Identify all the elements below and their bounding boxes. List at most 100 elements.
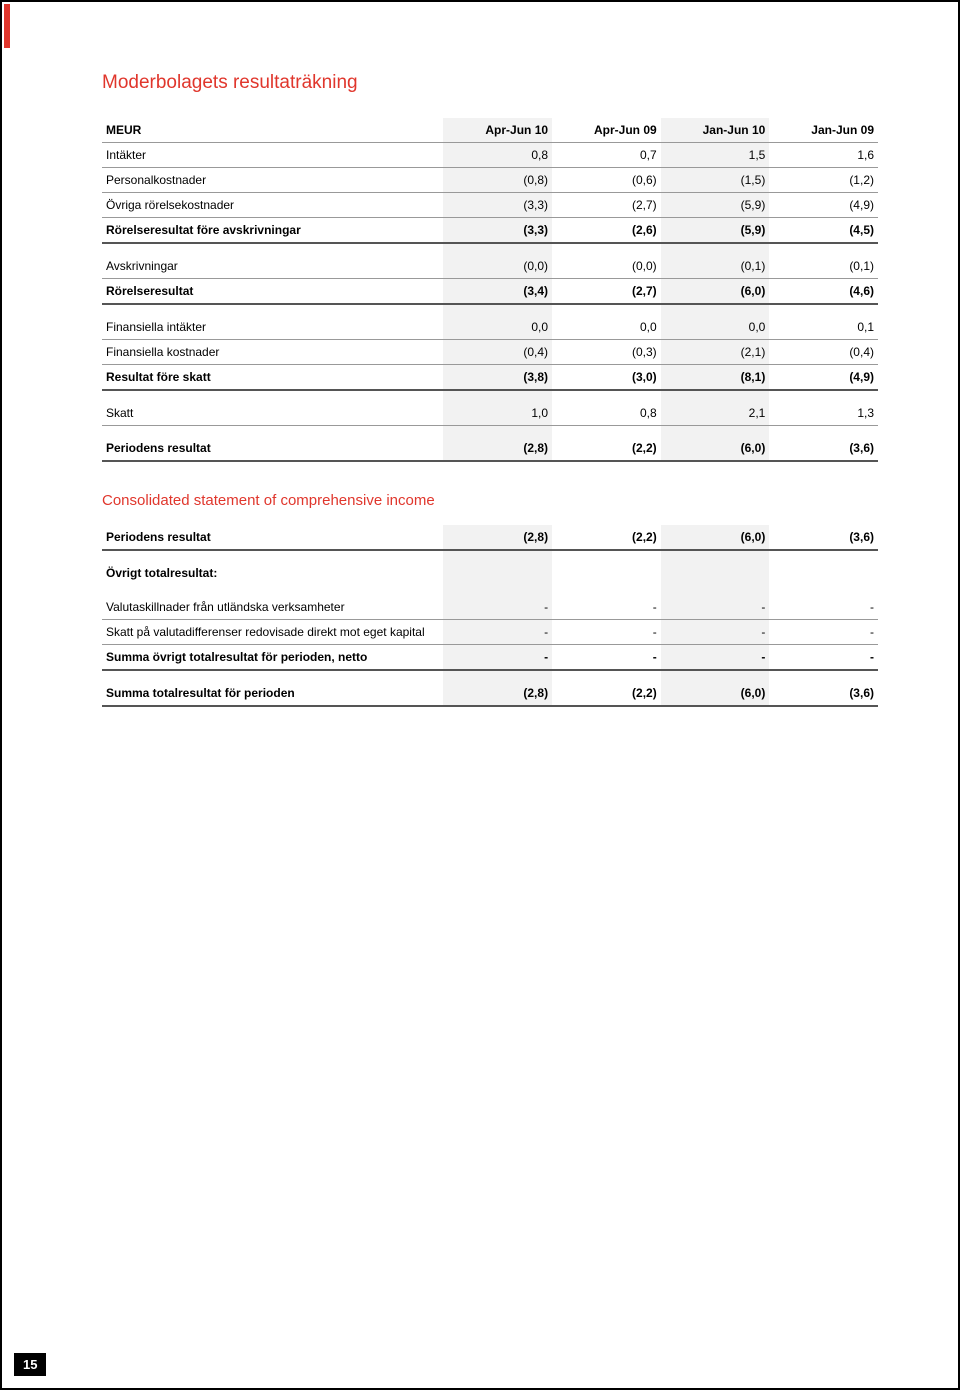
table-row: Övriga rörelsekostnader(3,3)(2,7)(5,9)(4… [102, 193, 878, 218]
row-value: 1,0 [443, 401, 552, 426]
row-value [769, 585, 878, 595]
table-row: Summa övrigt totalresultat för perioden,… [102, 645, 878, 671]
table-row [102, 390, 878, 401]
col-label: MEUR [102, 118, 443, 143]
table-row: Avskrivningar(0,0)(0,0)(0,1)(0,1) [102, 254, 878, 279]
row-value [769, 243, 878, 254]
row-value [552, 550, 661, 561]
row-label [102, 390, 443, 401]
row-value: (2,7) [552, 193, 661, 218]
row-value: (2,2) [552, 681, 661, 706]
row-value: (4,9) [769, 193, 878, 218]
row-label: Periodens resultat [102, 436, 443, 461]
row-value: (0,4) [443, 340, 552, 365]
row-value: - [552, 595, 661, 620]
row-value: (1,2) [769, 168, 878, 193]
row-value: (6,0) [661, 681, 770, 706]
row-value [443, 426, 552, 437]
row-value: (4,5) [769, 218, 878, 244]
row-value: (2,8) [443, 436, 552, 461]
row-value [443, 390, 552, 401]
table-row [102, 585, 878, 595]
row-value: - [769, 595, 878, 620]
row-label: Rörelseresultat före avskrivningar [102, 218, 443, 244]
row-value [769, 670, 878, 681]
table-row: Periodens resultat(2,8)(2,2)(6,0)(3,6) [102, 525, 878, 550]
income-statement-table: MEUR Apr-Jun 10 Apr-Jun 09 Jan-Jun 10 Ja… [102, 118, 878, 462]
row-value [769, 426, 878, 437]
row-value: 0,8 [443, 143, 552, 168]
row-label: Rörelseresultat [102, 279, 443, 305]
row-value: - [443, 595, 552, 620]
row-value [661, 304, 770, 315]
row-label [102, 243, 443, 254]
row-value: (6,0) [661, 525, 770, 550]
row-label: Avskrivningar [102, 254, 443, 279]
row-value: (5,9) [661, 193, 770, 218]
row-value: (3,3) [443, 218, 552, 244]
row-value: 2,1 [661, 401, 770, 426]
row-value: 0,0 [552, 315, 661, 340]
row-value: - [661, 620, 770, 645]
row-value: (2,2) [552, 436, 661, 461]
row-value [769, 390, 878, 401]
row-value: (3,6) [769, 525, 878, 550]
row-label: Övriga rörelsekostnader [102, 193, 443, 218]
row-value: (2,8) [443, 525, 552, 550]
row-value [443, 243, 552, 254]
row-value: (3,8) [443, 365, 552, 391]
row-value: 1,6 [769, 143, 878, 168]
row-value [552, 585, 661, 595]
row-label: Finansiella intäkter [102, 315, 443, 340]
row-label: Skatt på valutadifferenser redovisade di… [102, 620, 443, 645]
row-value: (0,4) [769, 340, 878, 365]
side-stripe [4, 4, 10, 48]
row-value: 0,7 [552, 143, 661, 168]
table-row: Rörelseresultat före avskrivningar(3,3)(… [102, 218, 878, 244]
row-value: 1,3 [769, 401, 878, 426]
table-row [102, 304, 878, 315]
row-label [102, 304, 443, 315]
title-1: Moderbolagets resultaträkning [102, 72, 878, 94]
row-value: - [661, 645, 770, 671]
row-value: (3,3) [443, 193, 552, 218]
row-value: (0,0) [443, 254, 552, 279]
row-value: - [769, 645, 878, 671]
row-value: (2,1) [661, 340, 770, 365]
row-value: (8,1) [661, 365, 770, 391]
row-value: 0,0 [661, 315, 770, 340]
table-row [102, 243, 878, 254]
row-value [661, 426, 770, 437]
row-value: (2,8) [443, 681, 552, 706]
col-janjun10: Jan-Jun 10 [661, 118, 770, 143]
table-row: Summa totalresultat för perioden(2,8)(2,… [102, 681, 878, 706]
row-value: 0,1 [769, 315, 878, 340]
row-value: - [443, 620, 552, 645]
table-row: Finansiella intäkter0,00,00,00,1 [102, 315, 878, 340]
title-2: Consolidated statement of comprehensive … [102, 492, 878, 509]
col-janjun09: Jan-Jun 09 [769, 118, 878, 143]
row-label: Övrigt totalresultat: [102, 561, 443, 585]
row-value [552, 426, 661, 437]
row-value: (3,4) [443, 279, 552, 305]
row-value [443, 585, 552, 595]
page: Moderbolagets resultaträkning MEUR Apr-J… [0, 0, 960, 1390]
row-value: 0,0 [443, 315, 552, 340]
row-value [443, 304, 552, 315]
row-value [661, 670, 770, 681]
table-row: Intäkter0,80,71,51,6 [102, 143, 878, 168]
table-row [102, 550, 878, 561]
col-aprjun10: Apr-Jun 10 [443, 118, 552, 143]
row-value [552, 243, 661, 254]
row-value: (5,9) [661, 218, 770, 244]
page-number: 15 [14, 1353, 46, 1376]
row-value: - [661, 595, 770, 620]
table-row: Personalkostnader(0,8)(0,6)(1,5)(1,2) [102, 168, 878, 193]
table-row: Övrigt totalresultat: [102, 561, 878, 585]
row-label: Intäkter [102, 143, 443, 168]
row-value [661, 550, 770, 561]
row-value [661, 561, 770, 585]
row-label: Skatt [102, 401, 443, 426]
row-value: (2,6) [552, 218, 661, 244]
row-label: Summa totalresultat för perioden [102, 681, 443, 706]
